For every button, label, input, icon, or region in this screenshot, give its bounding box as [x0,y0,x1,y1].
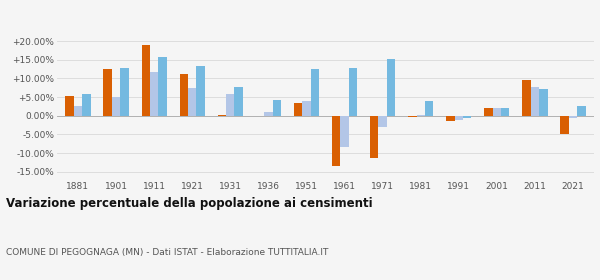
Bar [408,116,416,117]
Bar [158,57,167,116]
Bar [74,106,82,116]
Bar [65,96,74,116]
Bar [349,68,357,116]
Bar [188,88,196,116]
Bar [493,108,501,116]
Bar [196,66,205,116]
Bar [226,94,235,116]
Bar [112,97,120,116]
Bar [531,87,539,116]
Bar [150,72,158,116]
Bar [577,106,586,116]
Bar [218,115,226,116]
Legend: Pegognaga, Provincia di MN, Lombardia: Pegognaga, Provincia di MN, Lombardia [179,0,472,3]
Bar [332,116,340,166]
Bar [302,101,311,116]
Bar [340,116,349,148]
Bar [446,116,455,121]
Bar [294,103,302,116]
Bar [370,116,379,158]
Bar [179,74,188,116]
Bar [569,116,577,118]
Text: COMUNE DI PEGOGNAGA (MN) - Dati ISTAT - Elaborazione TUTTITALIA.IT: COMUNE DI PEGOGNAGA (MN) - Dati ISTAT - … [6,248,328,257]
Bar [560,116,569,134]
Bar [379,116,387,127]
Bar [103,69,112,116]
Text: Variazione percentuale della popolazione ai censimenti: Variazione percentuale della popolazione… [6,197,373,210]
Bar [455,116,463,120]
Bar [539,89,548,116]
Bar [416,115,425,116]
Bar [501,108,509,116]
Bar [425,101,433,116]
Bar [272,100,281,116]
Bar [387,59,395,116]
Bar [235,87,243,116]
Bar [484,108,493,116]
Bar [523,80,531,116]
Bar [311,69,319,116]
Bar [82,94,91,116]
Bar [264,112,272,116]
Bar [120,68,128,116]
Bar [142,45,150,116]
Bar [463,116,472,118]
